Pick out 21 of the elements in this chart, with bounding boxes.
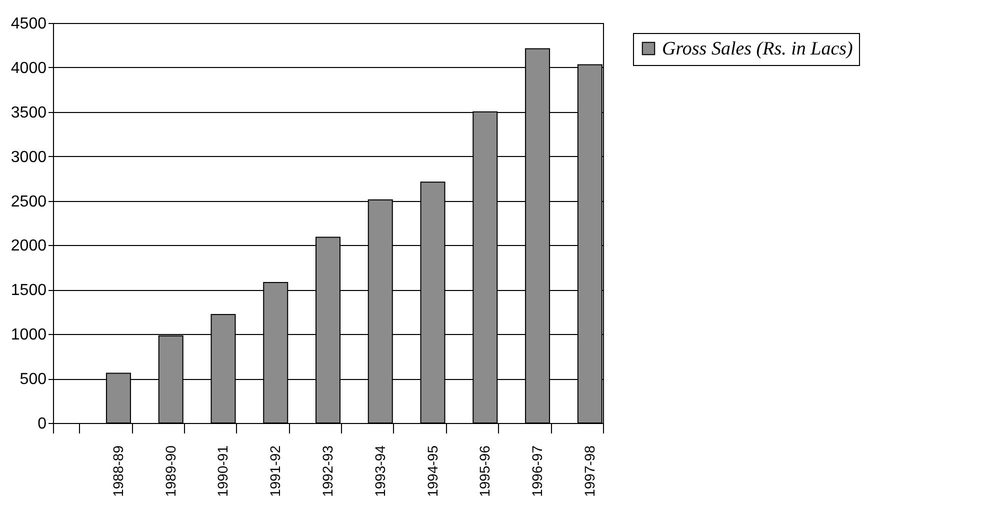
y-tick-label: 500 [20, 371, 47, 388]
y-tick-label: 3500 [10, 104, 47, 122]
x-tick-label: 1993-94 [372, 445, 388, 497]
x-tick-label: 1990-91 [214, 445, 231, 497]
y-tick-label: 2000 [10, 238, 47, 255]
y-tick-label: 3000 [10, 148, 47, 166]
y-tick-label: 4000 [10, 60, 47, 77]
y-tick-label: 2500 [10, 193, 47, 210]
legend-label: Gross Sales (Rs. in Lacs) [662, 38, 853, 60]
x-tick-label: 1994-95 [424, 445, 440, 497]
y-tick-label: 0 [38, 416, 47, 432]
x-tick-label: 1997-98 [581, 445, 598, 497]
x-tick-label: 1995-96 [476, 445, 493, 497]
x-tick-label: 1989-90 [162, 445, 178, 497]
y-tick-label: 1000 [10, 326, 47, 344]
y-tick-label: 1500 [10, 282, 47, 300]
x-tick-label: 1988-89 [110, 445, 126, 497]
y-tick-label: 4500 [10, 16, 47, 32]
x-tick-label: 1996-97 [529, 445, 546, 497]
x-tick-label: 1992-93 [320, 445, 336, 497]
x-tick-label: 1991-92 [267, 445, 284, 497]
